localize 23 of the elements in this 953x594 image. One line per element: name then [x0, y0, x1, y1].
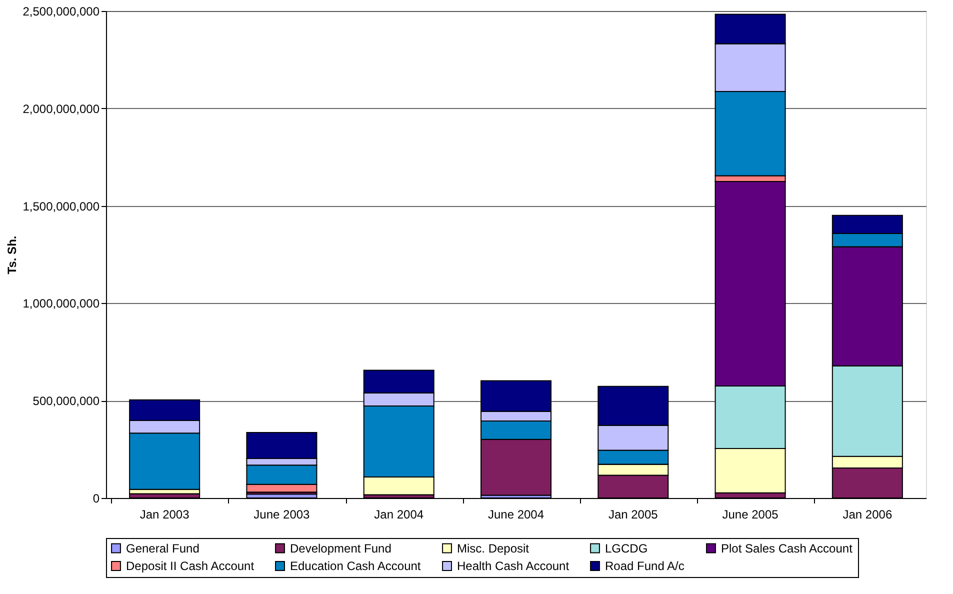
- x-tick-label: June 2005: [722, 508, 779, 522]
- legend-label: Deposit II Cash Account: [126, 559, 255, 573]
- x-tick-label: Jan 2003: [140, 508, 190, 522]
- y-tick-label: 2,500,000,000: [22, 4, 100, 18]
- x-tick-label: Jan 2006: [842, 508, 892, 522]
- y-tick-label: 0: [92, 492, 100, 506]
- y-tick-label: 1,000,000,000: [22, 296, 100, 311]
- legend-label: LGCDG: [605, 541, 648, 556]
- x-tick-label: Jan 2004: [374, 508, 424, 522]
- legend-label: Health Cash Account: [457, 559, 570, 573]
- y-tick-label: 1,500,000,000: [22, 199, 100, 214]
- y-tick-label: 2,000,000,000: [22, 102, 100, 116]
- legend-label: Development Fund: [290, 541, 392, 556]
- legend-label: Education Cash Account: [290, 559, 422, 573]
- legend-label: Plot Sales Cash Account: [721, 541, 854, 556]
- y-axis-title: Ts. Sh.: [4, 236, 19, 274]
- x-tick-label: June 2003: [254, 508, 310, 522]
- legend-label: General Fund: [126, 541, 200, 556]
- x-tick-label: Jan 2005: [608, 508, 658, 522]
- x-tick-label: June 2004: [488, 508, 544, 522]
- legend-label: Misc. Deposit: [457, 541, 530, 556]
- y-tick-label: 500,000,000: [32, 394, 100, 408]
- legend-label: Road Fund A/c: [605, 559, 684, 573]
